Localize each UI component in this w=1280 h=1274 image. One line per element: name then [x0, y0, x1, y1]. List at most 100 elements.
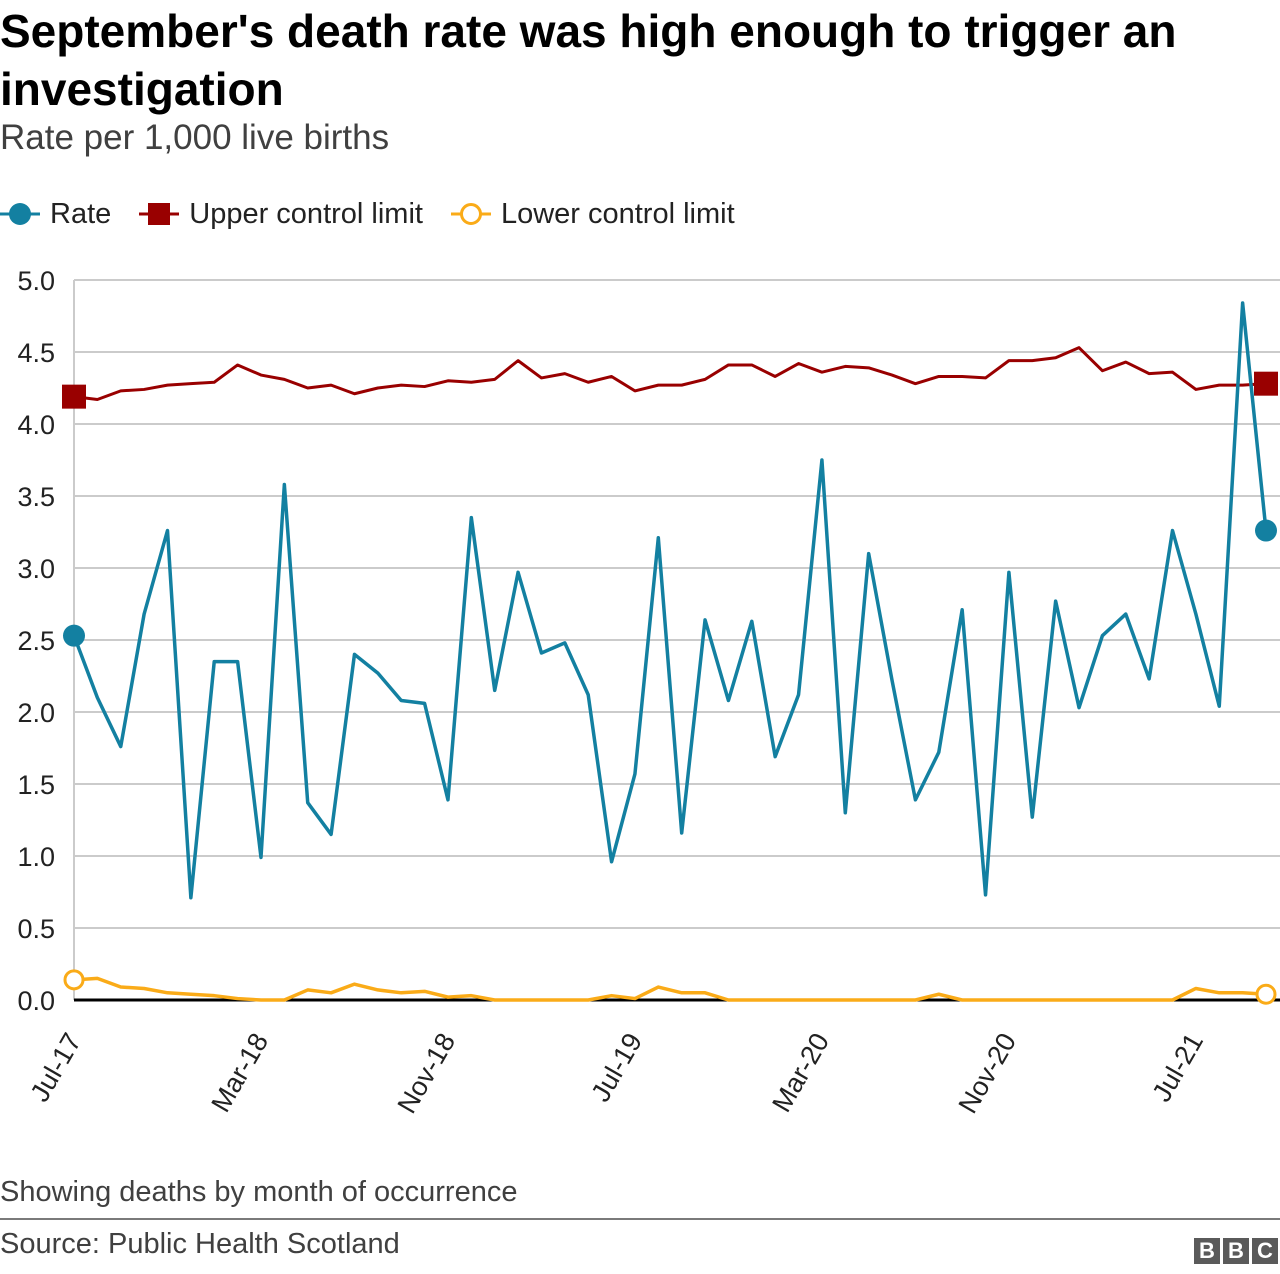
x-tick-label: Nov-18: [392, 1028, 462, 1118]
data-point: [585, 997, 591, 1003]
x-tick-label: Mar-18: [205, 1028, 274, 1117]
data-point: [141, 611, 147, 617]
data-point: [842, 363, 848, 369]
data-point: [655, 382, 661, 388]
data-point: [235, 362, 241, 368]
data-point: [609, 993, 615, 999]
data-point: [819, 457, 825, 463]
series-line-lower-control-limit: [73, 976, 1267, 1002]
chart-subtitle: Rate per 1,000 live births: [0, 118, 390, 157]
x-tick-label: Jul-17: [24, 1028, 87, 1107]
data-point: [936, 749, 942, 755]
data-point: [796, 361, 802, 367]
divider: [0, 1218, 1280, 1220]
endpoint-marker: [1254, 371, 1278, 396]
chart-title: September's death rate was high enough t…: [0, 5, 1177, 115]
data-point: [141, 985, 147, 991]
legend-circle-filled-icon: [0, 203, 40, 225]
data-point: [1006, 569, 1012, 575]
legend-item-rate: Rate: [0, 198, 111, 231]
series-line-rate: [72, 301, 1268, 900]
data-point: [1146, 997, 1152, 1003]
data-point: [983, 997, 989, 1003]
data-point: [515, 358, 521, 364]
data-point: [562, 371, 568, 377]
y-tick-label: 3.5: [17, 482, 55, 512]
data-point: [1099, 633, 1105, 639]
data-point: [1240, 990, 1246, 996]
y-tick-label: 3.0: [17, 554, 55, 584]
data-point: [422, 384, 428, 390]
data-point: [772, 373, 778, 379]
data-point: [819, 369, 825, 375]
data-point: [1240, 382, 1246, 388]
data-point: [1193, 611, 1199, 617]
data-point: [1170, 997, 1176, 1003]
data-point: [936, 373, 942, 379]
series-line-upper-control-limit: [73, 346, 1267, 402]
data-point: [422, 700, 428, 706]
data-point: [468, 379, 474, 385]
data-point: [585, 379, 591, 385]
data-point: [1123, 611, 1129, 617]
data-point: [702, 617, 708, 623]
data-point: [141, 386, 147, 392]
data-point: [1216, 703, 1222, 709]
data-point: [258, 854, 264, 860]
data-point: [562, 640, 568, 646]
data-point: [515, 997, 521, 1003]
data-point: [258, 372, 264, 378]
data-point: [1029, 814, 1035, 820]
line-chart: 0.0 0.5 1.0 1.5 2.0 2.5 3.0 3.5 4.0 4.5 5.0 Jul-17 M…: [17, 266, 1280, 1118]
data-point: [1170, 528, 1176, 534]
data-point: [235, 996, 241, 1002]
data-point: [749, 997, 755, 1003]
data-point: [679, 382, 685, 388]
legend-label: Upper control limit: [189, 197, 423, 230]
data-point: [94, 695, 100, 701]
data-point: [1006, 358, 1012, 364]
data-point: [328, 382, 334, 388]
data-point: [585, 692, 591, 698]
data-point: [188, 895, 194, 901]
data-point: [1240, 300, 1246, 306]
data-point: [468, 515, 474, 521]
data-point: [632, 996, 638, 1002]
y-tick-label: 0.0: [17, 986, 55, 1016]
data-point: [1029, 358, 1035, 364]
data-point: [375, 987, 381, 993]
x-tick-label: Jul-21: [1146, 1028, 1209, 1107]
data-point: [398, 382, 404, 388]
data-point: [118, 744, 124, 750]
data-point: [445, 994, 451, 1000]
y-tick-label: 2.0: [17, 698, 55, 728]
data-point: [281, 376, 287, 382]
data-point: [866, 551, 872, 557]
data-point: [1076, 705, 1082, 711]
data-point: [889, 372, 895, 378]
data-point: [983, 892, 989, 898]
data-point: [772, 754, 778, 760]
data-point: [959, 607, 965, 613]
data-point: [118, 984, 124, 990]
data-point: [959, 997, 965, 1003]
data-point: [725, 362, 731, 368]
data-point: [912, 381, 918, 387]
data-point: [351, 651, 357, 657]
data-point: [1146, 676, 1152, 682]
data-point: [164, 528, 170, 534]
data-point: [258, 997, 264, 1003]
y-tick-label: 0.5: [17, 914, 55, 944]
data-point: [866, 997, 872, 1003]
data-point: [375, 670, 381, 676]
data-point: [281, 481, 287, 487]
data-point: [538, 997, 544, 1003]
data-point: [796, 997, 802, 1003]
endpoint-marker: [1255, 519, 1277, 542]
legend-label: Rate: [50, 197, 112, 230]
data-point: [492, 376, 498, 382]
data-point: [1053, 997, 1059, 1003]
data-point: [679, 990, 685, 996]
data-point: [562, 997, 568, 1003]
source-text: Source: Public Health Scotland: [0, 1228, 400, 1260]
